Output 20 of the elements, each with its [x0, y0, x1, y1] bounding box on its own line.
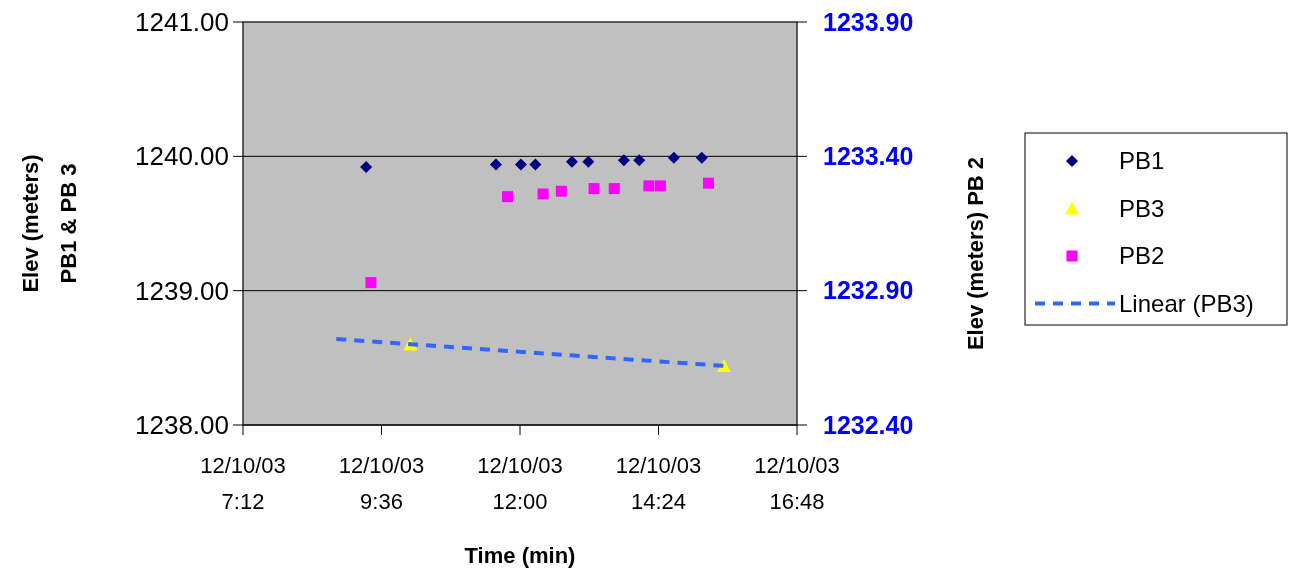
y-tick-label: 1240.00 — [135, 141, 229, 172]
y-tick-label: 1239.00 — [135, 275, 229, 306]
y2-tick-label: 1232.40 — [823, 410, 914, 439]
y2-tick-label: 1233.90 — [823, 7, 914, 36]
x-tick-label: 12/10/03 12:00 — [477, 453, 563, 514]
x-tick-label: 12/10/03 9:36 — [338, 453, 425, 514]
x-axis-title: Time (min) — [464, 543, 576, 568]
x-tick-label: 12/10/03 16:48 — [754, 453, 840, 514]
y2-tick-label: 1232.90 — [823, 276, 914, 305]
x-tick-label: 12/10/03 14:24 — [615, 453, 702, 514]
legend-label: Linear (PB3) — [1119, 289, 1254, 317]
y-tick-label: 1241.00 — [135, 7, 229, 38]
x-tick-label: 12/10/03 7:12 — [200, 453, 286, 514]
y2-axis-title: Elev (meters) PB 2 — [963, 156, 988, 351]
legend-label: PB1 — [1119, 147, 1165, 175]
y2-tick-label: 1233.40 — [823, 142, 914, 171]
y-tick-label: 1238.00 — [135, 410, 229, 441]
y-axis-title: Elev (meters) PB1 & PB 3 — [18, 154, 81, 293]
legend-label: PB3 — [1119, 194, 1165, 222]
legend-label: PB2 — [1119, 242, 1165, 270]
